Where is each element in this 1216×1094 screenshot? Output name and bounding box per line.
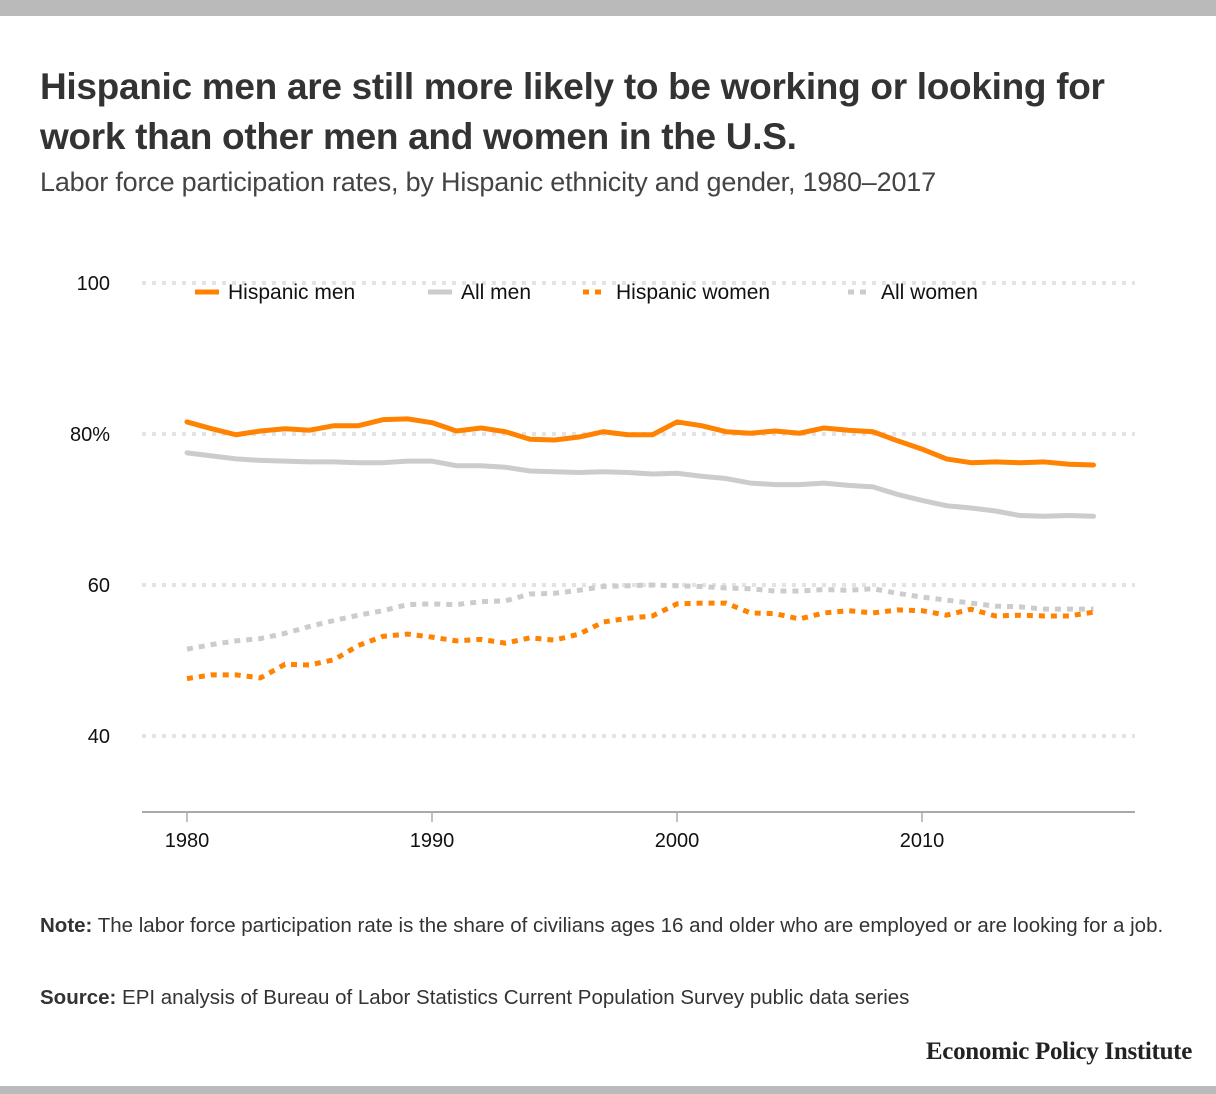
series-lines	[184, 416, 1096, 682]
x-tick-label: 1990	[410, 830, 455, 852]
legend-item: All men	[428, 281, 531, 304]
source-label: Source:	[40, 986, 117, 1009]
note-text: The labor force participation rate is th…	[92, 914, 1164, 937]
y-tick-label: 40	[88, 726, 110, 748]
x-tick-label: 1980	[165, 830, 210, 852]
series-line-hispanic-men	[184, 416, 1096, 468]
y-tick-label: 100	[77, 273, 110, 295]
y-tick-label: 60	[88, 575, 110, 597]
legend: Hispanic men All men Hispanic women All wom…	[195, 281, 978, 304]
legend-item: Hispanic men	[195, 281, 355, 304]
y-axis: 40 60 80% 100	[70, 273, 110, 748]
legend-item: Hispanic women	[583, 281, 770, 304]
legend-item: All women	[848, 281, 978, 304]
series-line-hispanic-women	[186, 600, 1094, 682]
source-text: EPI analysis of Bureau of Labor Statisti…	[116, 986, 910, 1009]
legend-label: All men	[461, 281, 531, 304]
legend-label: Hispanic men	[228, 281, 355, 304]
legend-label: All women	[881, 281, 978, 304]
x-tick-label: 2010	[900, 830, 945, 852]
note-label: Note:	[40, 914, 93, 937]
chart-title: Hispanic men are still more likely to be…	[40, 66, 1105, 157]
legend-label: Hispanic women	[616, 281, 770, 304]
x-axis: 1980 1990 2000 2010	[142, 811, 1135, 852]
brand-logo: Economic Policy Institute	[925, 1038, 1192, 1065]
series-line-all-men	[184, 450, 1096, 519]
chart-subtitle: Labor force participation rates, by Hisp…	[40, 167, 936, 197]
note: Note: The labor force participation rate…	[40, 910, 1190, 942]
series-line-all-women	[186, 582, 1094, 652]
top-border	[0, 0, 1216, 16]
source: Source: EPI analysis of Bureau of Labor …	[40, 986, 909, 1010]
bottom-border	[0, 1086, 1216, 1094]
line-chart: 40 60 80% 100 1980 1990 2000 2010 Hispanic men…	[70, 273, 1135, 852]
y-tick-label: 80%	[70, 424, 110, 446]
x-tick-label: 2000	[655, 830, 700, 852]
